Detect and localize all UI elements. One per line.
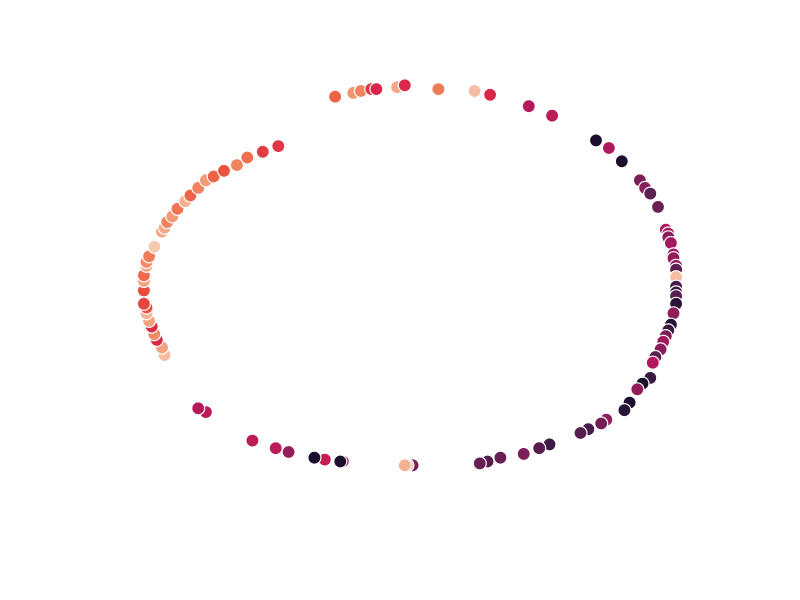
scatter-point — [369, 81, 384, 97]
scatter-point — [521, 99, 536, 114]
scatter-point — [483, 87, 498, 102]
scatter-point — [643, 186, 658, 201]
scatter-point — [573, 425, 588, 441]
scatter-point — [328, 89, 343, 104]
scatter-point — [333, 454, 348, 469]
scatter-point — [614, 154, 629, 169]
scatter-point — [271, 139, 286, 154]
scatter-point — [601, 140, 617, 156]
scatter-point — [467, 83, 482, 99]
scatter-point — [516, 446, 531, 461]
scatter-point — [268, 441, 283, 456]
scatter-point — [245, 433, 260, 448]
scatter-point — [544, 108, 560, 123]
scatter-point — [397, 78, 412, 93]
scatter-points — [136, 78, 684, 473]
scatter-point — [255, 144, 270, 159]
scatter-point — [645, 355, 660, 370]
scatter-point — [136, 296, 151, 311]
scatter-point — [397, 458, 412, 473]
scatter-point — [240, 150, 255, 165]
scatter-point — [147, 239, 162, 254]
scatter-point — [431, 81, 446, 97]
scatter-point — [617, 403, 632, 418]
scatter-point — [630, 382, 645, 397]
scatter-point — [281, 444, 296, 460]
scatter-point — [666, 306, 681, 321]
scatter-point — [532, 441, 547, 456]
scatter-point — [229, 158, 244, 173]
scatter-point — [588, 133, 604, 148]
scatter-point — [216, 163, 232, 178]
scatter-point — [493, 450, 508, 465]
scatter-point — [191, 401, 206, 416]
scatter-point — [663, 235, 679, 251]
scatter-point — [307, 450, 322, 465]
scatter-point — [650, 199, 666, 214]
scatter-point — [472, 456, 487, 471]
scatter-point — [594, 416, 609, 431]
